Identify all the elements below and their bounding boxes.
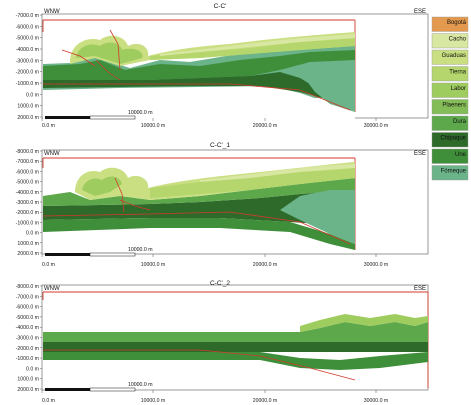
legend-label: Chipaque [440, 136, 466, 142]
legend-swatch [431, 99, 469, 115]
section-1-layer-une [43, 50, 355, 80]
section-1-y-tick-label: -5000.0 m [16, 36, 39, 42]
section-2-y-tick-label: -8000.0 m [16, 149, 39, 155]
legend-swatch [431, 115, 469, 131]
section-3-basal-thrust [43, 349, 356, 381]
legend-label: Bogotá [447, 20, 467, 26]
section-2-layer-dura [43, 178, 355, 206]
section-2-x-tick-label: 10000.0 m [141, 262, 166, 268]
section-1 [41, 13, 429, 120]
legend: Bogotá Cacho Guaduas Tierna Labor Plaeners Dur… [431, 16, 469, 181]
section-3-scale-bar-black [45, 388, 90, 391]
section-3-x-tick-label: 30000.0 m [364, 398, 389, 404]
section-2-y-tick-label: -5000.0 m [16, 180, 39, 186]
section-2-scale-label: 10000.0 m [128, 247, 153, 253]
legend-label: Guaduas [442, 53, 466, 59]
section-2-y-tick-label: -7000.0 m [16, 159, 39, 165]
section-3-right-direction: ESE [414, 286, 426, 292]
legend-swatch [431, 82, 469, 98]
section-2-layer-fomeque [280, 190, 355, 244]
section-3-scale-bar-white [89, 387, 136, 392]
section-1-x-tick-label: 10000.0 m [141, 123, 166, 129]
legend-label: Labor [451, 86, 466, 92]
section-2-x-tick-label: 30000.0 m [364, 262, 389, 268]
section-1-x-tick-label: 20000.0 m [253, 123, 278, 129]
section-1-title: C-C' [214, 3, 227, 10]
section-3-scale-label: 10000.0 m [128, 382, 153, 388]
section-2-layer-chipaque [43, 190, 355, 224]
section-2-y-tick-label: -4000.0 m [16, 190, 39, 196]
legend-swatch [431, 132, 469, 148]
section-1-x-tick-label: 0.0 m [42, 123, 55, 129]
section-2-layer-une [43, 218, 355, 250]
section-3-layer-chipaque [43, 342, 428, 352]
section-1-layer-chipaque [43, 72, 330, 100]
section-1-right-direction: ESE [414, 9, 426, 15]
legend-label: Dura [453, 119, 467, 125]
section-1-scale-bar-white [89, 115, 136, 120]
section-2-y-tick-label: 1000.0 m [17, 241, 39, 247]
section-2-y-tick-label: -6000.0 m [16, 169, 39, 175]
section-2-y-tick-label: 0.0 m [26, 231, 39, 237]
legend-label: Cacho [449, 37, 467, 43]
section-2-title: C-C'_1 [210, 142, 230, 149]
section-3-layer-dura [43, 322, 428, 342]
section-3-y-tick-label: 2000.0 m [17, 387, 39, 393]
section-3-left-direction: WNW [44, 286, 60, 292]
legend-swatch [431, 33, 469, 49]
legend-label: Tierna [449, 70, 466, 76]
section-3-y-tick-label: 1000.0 m [17, 377, 39, 383]
section-1-scale-bar-black [45, 116, 90, 119]
section-3-layer-une [43, 352, 428, 370]
section-1-y-tick-label: -4000.0 m [16, 47, 39, 53]
section-2 [41, 149, 429, 257]
section-1-y-tick-label: -7000.0 m [16, 13, 39, 19]
legend-swatch [431, 165, 469, 181]
section-1-x-tick-label: 30000.0 m [364, 123, 389, 129]
section-1-left-direction: WNW [44, 9, 60, 15]
section-1-scale-label: 10000.0 m [128, 110, 153, 116]
section-3-y-tick-label: -6000.0 m [16, 305, 39, 311]
section-2-basal-thrust [42, 211, 351, 245]
legend-label: Fómeque [441, 169, 467, 175]
section-3-y-tick-label: -5000.0 m [16, 315, 39, 321]
section-1-y-tick-label: -6000.0 m [16, 24, 39, 30]
legend-swatch [431, 16, 469, 32]
legend-swatch [431, 148, 469, 164]
section-3 [41, 284, 429, 392]
legend-swatch [431, 66, 469, 82]
section-2-scale-bar-black [45, 253, 90, 256]
section-2-x-tick-label: 0.0 m [42, 262, 55, 268]
section-3-y-tick-label: -8000.0 m [16, 284, 39, 290]
section-1-basal-thrust [43, 83, 351, 111]
section-2-y-tick-label: -3000.0 m [16, 200, 39, 206]
section-3-y-tick-label: -2000.0 m [16, 346, 39, 352]
section-3-x-tick-label: 10000.0 m [141, 398, 166, 404]
section-3-y-tick-label: -3000.0 m [16, 336, 39, 342]
section-1-y-tick-label: 1000.0 m [17, 104, 39, 110]
section-1-y-tick-label: -3000.0 m [16, 58, 39, 64]
legend-swatch [431, 49, 469, 65]
section-3-y-tick-label: -4000.0 m [16, 325, 39, 331]
section-3-y-tick-label: -7000.0 m [16, 294, 39, 300]
section-2-y-tick-label: -2000.0 m [16, 210, 39, 216]
section-2-left-direction: WNW [44, 151, 60, 157]
section-1-y-tick-label: -2000.0 m [16, 70, 39, 76]
section-1-y-tick-label: 2000.0 m [17, 115, 39, 121]
section-2-y-tick-label: 2000.0 m [17, 251, 39, 257]
section-3-title: C-C'_2 [210, 280, 230, 287]
legend-label: Plaeners [442, 103, 466, 109]
section-1-y-tick-label: -1000.0 m [16, 81, 39, 87]
section-2-scale-bar-white [89, 252, 136, 257]
section-2-right-direction: ESE [414, 151, 426, 157]
section-1-y-tick-label: 0.0 m [26, 92, 39, 98]
section-3-y-tick-label: 0.0 m [26, 366, 39, 372]
section-2-x-tick-label: 20000.0 m [253, 262, 278, 268]
section-3-x-tick-label: 20000.0 m [253, 398, 278, 404]
section-2-y-tick-label: -1000.0 m [16, 220, 39, 226]
legend-label: Une [455, 152, 467, 158]
section-3-y-tick-label: -1000.0 m [16, 356, 39, 362]
section-3-x-tick-label: 0.0 m [42, 398, 55, 404]
